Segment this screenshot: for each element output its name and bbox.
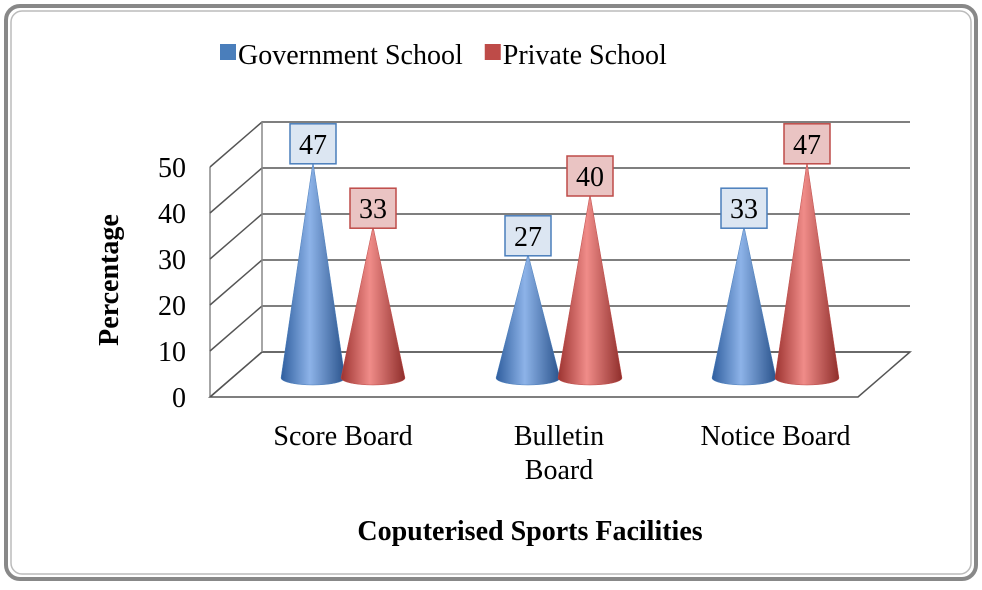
y-tick-label: 40 [158, 199, 186, 230]
y-tick-label: 30 [158, 245, 186, 276]
data-label-box [349, 187, 397, 229]
y-tick-label: 50 [158, 153, 186, 184]
cone [774, 161, 840, 386]
y-tick-label: 10 [158, 337, 186, 368]
data-label: 33 [359, 194, 387, 225]
data-label-box [720, 187, 768, 229]
legend-swatch [220, 44, 236, 60]
data-label-box [566, 155, 614, 197]
x-axis-title: Coputerised Sports Facilities [357, 516, 702, 547]
data-label: 40 [576, 162, 604, 193]
data-label: 47 [793, 130, 821, 161]
data-label-box [289, 123, 337, 165]
legend-swatch [484, 44, 501, 60]
data-label-box [504, 215, 552, 257]
y-tick-label: 0 [172, 383, 186, 414]
cone [495, 253, 561, 386]
y-tick-label: 20 [158, 291, 186, 322]
data-label: 47 [299, 130, 327, 161]
legend-label: Government School [238, 40, 463, 71]
x-tick-label: Notice Board [700, 421, 851, 452]
x-tick-label: Score Board [273, 421, 413, 452]
cone [557, 193, 623, 386]
y-axis-title: Percentage [94, 214, 125, 346]
data-label: 33 [730, 194, 758, 225]
cone [340, 226, 406, 386]
frame [4, 4, 978, 581]
legend-label: Private School [503, 40, 667, 71]
cone [280, 161, 346, 386]
data-label-box [783, 123, 831, 165]
frame-inner [10, 10, 972, 575]
data-label: 27 [514, 222, 542, 253]
x-tick-label: Bulletin Board [513, 421, 605, 486]
